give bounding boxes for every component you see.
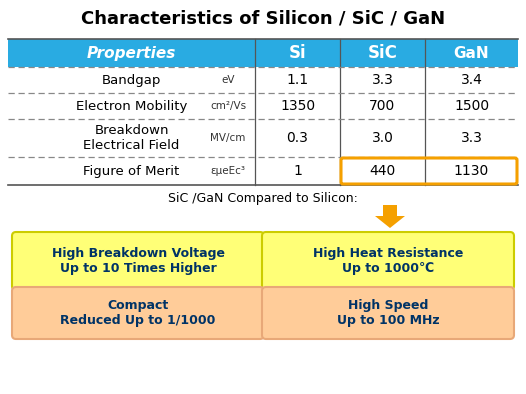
Text: 1: 1 bbox=[293, 164, 302, 178]
Text: 3.3: 3.3 bbox=[371, 73, 393, 87]
Text: SiC: SiC bbox=[368, 44, 398, 62]
Text: Characteristics of Silicon / SiC / GaN: Characteristics of Silicon / SiC / GaN bbox=[81, 9, 445, 27]
Text: cm²/Vs: cm²/Vs bbox=[210, 101, 246, 111]
Text: εμeEc³: εμeEc³ bbox=[210, 166, 246, 176]
Text: Properties: Properties bbox=[87, 45, 176, 61]
Text: Compact
Reduced Up to 1/1000: Compact Reduced Up to 1/1000 bbox=[60, 299, 216, 327]
Text: 700: 700 bbox=[369, 99, 396, 113]
Text: Figure of Merit: Figure of Merit bbox=[84, 165, 179, 178]
Text: High Heat Resistance
Up to 1000℃: High Heat Resistance Up to 1000℃ bbox=[313, 247, 463, 275]
Text: 1500: 1500 bbox=[454, 99, 489, 113]
Text: Electron Mobility: Electron Mobility bbox=[76, 100, 187, 113]
Text: MV/cm: MV/cm bbox=[210, 133, 246, 143]
Text: 3.4: 3.4 bbox=[461, 73, 482, 87]
Text: High Breakdown Voltage
Up to 10 Times Higher: High Breakdown Voltage Up to 10 Times Hi… bbox=[52, 247, 225, 275]
Text: 3.0: 3.0 bbox=[371, 131, 393, 145]
FancyBboxPatch shape bbox=[8, 39, 518, 67]
Text: eV: eV bbox=[221, 75, 235, 85]
Text: 1130: 1130 bbox=[454, 164, 489, 178]
Text: Si: Si bbox=[289, 44, 306, 62]
Text: High Speed
Up to 100 MHz: High Speed Up to 100 MHz bbox=[337, 299, 439, 327]
Text: 0.3: 0.3 bbox=[287, 131, 308, 145]
FancyBboxPatch shape bbox=[12, 287, 264, 339]
Text: 1.1: 1.1 bbox=[287, 73, 309, 87]
Text: 3.3: 3.3 bbox=[461, 131, 482, 145]
FancyBboxPatch shape bbox=[262, 287, 514, 339]
Text: Bandgap: Bandgap bbox=[102, 74, 161, 87]
Text: 440: 440 bbox=[369, 164, 396, 178]
Text: 1350: 1350 bbox=[280, 99, 315, 113]
FancyBboxPatch shape bbox=[12, 232, 264, 290]
Text: Breakdown
Electrical Field: Breakdown Electrical Field bbox=[83, 124, 180, 152]
FancyBboxPatch shape bbox=[262, 232, 514, 290]
Text: GaN: GaN bbox=[454, 45, 489, 61]
Text: SiC /GaN Compared to Silicon:: SiC /GaN Compared to Silicon: bbox=[168, 191, 358, 204]
FancyArrow shape bbox=[375, 205, 405, 228]
